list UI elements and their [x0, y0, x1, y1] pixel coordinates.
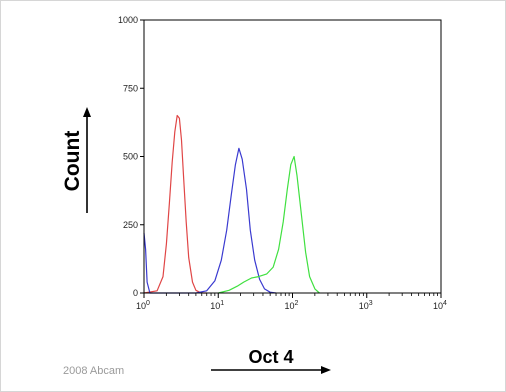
series-layer: [143, 114, 320, 294]
x-axis-arrow-head: [321, 366, 331, 374]
x-tick-exponent: 2: [295, 300, 299, 307]
x-tick-label: 101: [210, 300, 224, 311]
x-tick-label: 102: [285, 300, 299, 311]
x-tick-exponent: 3: [369, 300, 373, 307]
x-tick-exponent: 4: [443, 300, 447, 307]
x-axis-title: Oct 4: [248, 347, 293, 367]
x-tick-base: 10: [136, 301, 146, 311]
plot-frame: [143, 19, 442, 294]
y-tick-label: 1000: [118, 15, 138, 25]
x-tick-base: 10: [210, 301, 220, 311]
x-tick-label: 100: [136, 300, 150, 311]
y-tick-label: 0: [133, 288, 138, 298]
x-tick-base: 10: [285, 301, 295, 311]
x-tick-base: 10: [433, 301, 443, 311]
x-tick-label: 103: [359, 300, 373, 311]
x-tick-base: 10: [359, 301, 369, 311]
x-tick-exponent: 0: [146, 300, 150, 307]
y-tick-label: 500: [123, 152, 138, 162]
x-tick-exponent: 1: [220, 300, 224, 307]
y-axis-arrow-head: [83, 107, 91, 117]
y-axis-title: Count: [61, 131, 84, 192]
y-tick-label: 750: [123, 83, 138, 93]
histogram-series-3: [218, 155, 320, 294]
y-tick-label: 250: [123, 220, 138, 230]
copyright-credit: 2008 Abcam: [63, 365, 124, 377]
x-tick-label: 104: [433, 300, 447, 311]
histogram-series-1: [143, 114, 207, 294]
